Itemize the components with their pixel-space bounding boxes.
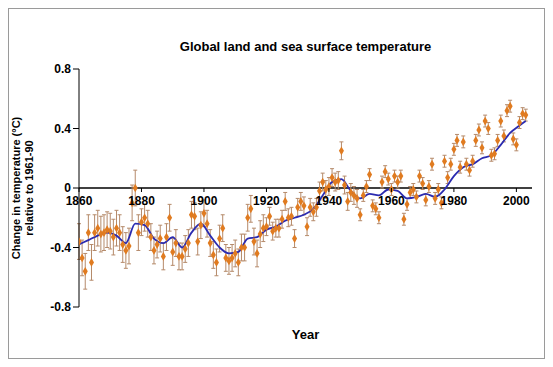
svg-text:1880: 1880 [128,194,155,208]
svg-text:0.8: 0.8 [54,62,71,76]
svg-text:relative to 1961-90: relative to 1961-90 [23,140,35,235]
html-text:Year: Year [291,327,320,342]
svg-text:-0.4: -0.4 [50,241,71,255]
svg-text:-0.8: -0.8 [50,300,71,314]
svg-text:1980: 1980 [441,194,468,208]
svg-text:0.4: 0.4 [54,122,71,136]
svg-text:1940: 1940 [316,194,343,208]
svg-text:1900: 1900 [191,194,218,208]
svg-text:0: 0 [64,181,71,195]
svg-text:1860: 1860 [66,194,93,208]
svg-text:Change in temperature (°C): Change in temperature (°C) [10,116,22,259]
svg-text:1960: 1960 [378,194,405,208]
svg-text:1920: 1920 [253,194,280,208]
svg-text:2000: 2000 [503,194,530,208]
html-text:Global land and sea surface te: Global land and sea surface temperature [179,39,432,54]
